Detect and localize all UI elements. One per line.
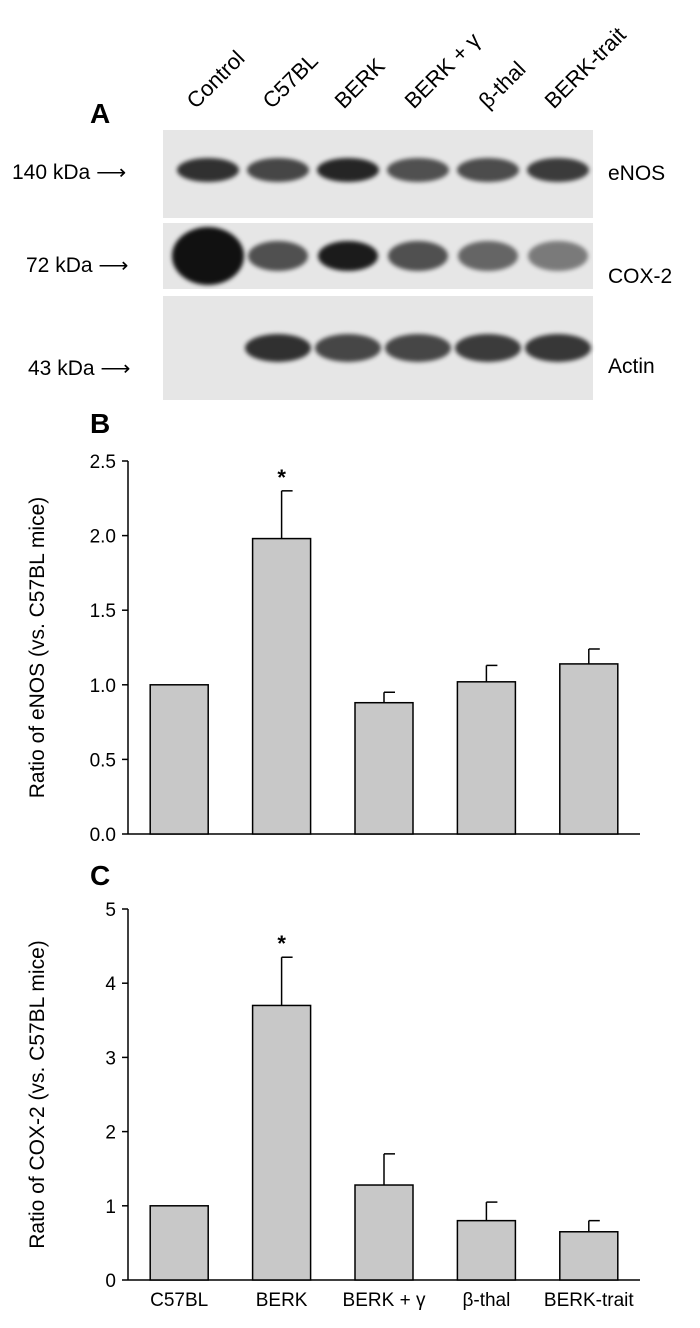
kda-label: 43 kDa ⟶ xyxy=(28,357,131,380)
lane-label: BERK-trait xyxy=(539,22,631,114)
blot-band xyxy=(315,334,381,362)
y-tick-label: 4 xyxy=(105,974,116,995)
x-tick-label: β-thal xyxy=(462,1290,510,1311)
y-tick-label: 1.0 xyxy=(90,676,116,697)
blot-band xyxy=(527,158,589,182)
lane-label: BERK + γ xyxy=(399,27,486,114)
bar xyxy=(149,1205,209,1281)
lane-label: Control xyxy=(181,45,250,114)
y-axis-label: Ratio of COX-2 (vs. C57BL mice) xyxy=(26,940,49,1248)
blot-band xyxy=(457,158,519,182)
y-axis-label: Ratio of eNOS (vs. C57BL mice) xyxy=(26,497,49,799)
blot-band xyxy=(387,158,449,182)
kda-label: 72 kDa ⟶ xyxy=(26,254,129,277)
significance-marker: * xyxy=(277,931,286,956)
panel-b-letter: B xyxy=(90,408,111,439)
blot-band xyxy=(245,334,311,362)
blot-band xyxy=(528,241,588,271)
arrow-right-icon: ⟶ xyxy=(98,254,129,277)
y-tick-label: 2 xyxy=(105,1123,116,1144)
y-tick-label: 5 xyxy=(105,900,116,921)
chart-cox2: 0 1 2 3 4 5 Ratio of COX-2 (vs. C57BL mice) C57… xyxy=(26,900,640,1311)
y-tick-label: 3 xyxy=(105,1048,116,1069)
x-tick-label: C57BL xyxy=(150,1290,208,1311)
bar xyxy=(149,684,209,835)
bar xyxy=(251,537,312,835)
bar xyxy=(354,701,414,835)
kda-label: 140 kDa ⟶ xyxy=(12,161,127,184)
bar xyxy=(559,663,619,835)
y-tick-label: 0 xyxy=(105,1271,116,1292)
lane-label: BERK xyxy=(329,53,390,114)
panel-a-letter: A xyxy=(90,98,111,129)
arrow-right-icon: ⟶ xyxy=(100,357,131,380)
bar xyxy=(559,1231,619,1281)
y-tick-label: 2.0 xyxy=(90,527,116,548)
blot-strip xyxy=(163,296,593,400)
blot-band xyxy=(318,241,378,271)
protein-label: COX-2 xyxy=(608,265,673,288)
y-tick-label: 1.5 xyxy=(90,601,116,622)
protein-label: Actin xyxy=(608,355,655,378)
significance-marker: * xyxy=(277,465,286,490)
y-tick-label: 2.5 xyxy=(90,452,116,473)
x-tick-label: BERK-trait xyxy=(544,1290,634,1311)
blot-band xyxy=(172,227,244,285)
blot-band xyxy=(388,241,448,271)
y-tick-label: 0.5 xyxy=(90,750,116,771)
y-tick-label: 1 xyxy=(105,1197,116,1218)
x-tick-label: BERK + γ xyxy=(343,1290,426,1311)
blot-strip xyxy=(163,130,593,218)
lane-label: C57BL xyxy=(257,48,323,114)
blot-band xyxy=(525,334,591,362)
bar xyxy=(354,1184,414,1281)
y-tick-label: 0.0 xyxy=(90,825,116,846)
arrow-right-icon: ⟶ xyxy=(96,161,127,184)
blot-band xyxy=(248,241,308,271)
panel-c-letter: C xyxy=(90,860,111,891)
blot-band xyxy=(177,158,239,182)
bar xyxy=(456,681,517,835)
protein-label: eNOS xyxy=(608,162,666,185)
chart-enos: 0.0 0.5 1.0 1.5 2.0 2.5 Ratio of eNOS (vs. C57… xyxy=(26,452,640,846)
blot-band xyxy=(385,334,451,362)
bar xyxy=(251,1004,312,1281)
bar xyxy=(456,1219,517,1281)
blot-band xyxy=(317,158,379,182)
blot-band xyxy=(455,334,521,362)
blot-strip xyxy=(163,223,593,289)
lane-label: β-thal xyxy=(473,56,531,114)
x-tick-label: BERK xyxy=(256,1290,308,1311)
blot-band xyxy=(458,241,518,271)
blot-band xyxy=(247,158,309,182)
